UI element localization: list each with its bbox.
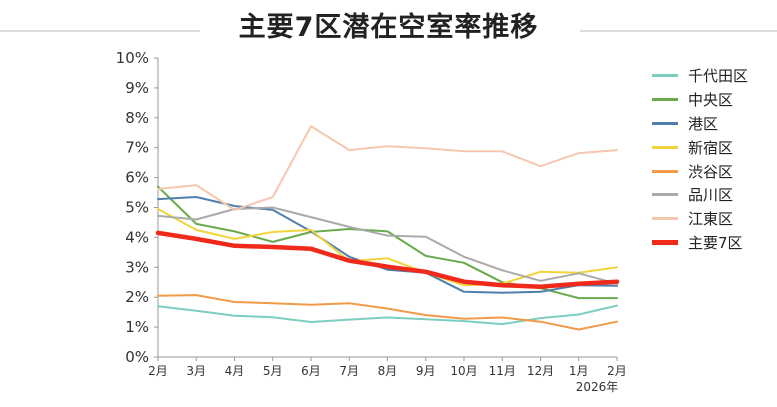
x-tick-label: 2月 — [607, 364, 627, 378]
legend-item: 中央区 — [652, 88, 748, 112]
y-tick-label: 1% — [125, 318, 149, 336]
x-tick-label: 7月 — [339, 364, 359, 378]
title-rule-right — [580, 30, 777, 32]
chart-title-text: 主要7区潜在空室率推移 — [220, 12, 557, 43]
legend-item: 千代田区 — [652, 64, 748, 88]
series-line — [157, 294, 618, 331]
legend-item: 主要7区 — [652, 231, 748, 255]
legend-item: 江東区 — [652, 207, 748, 231]
legend-label: 千代田区 — [688, 67, 749, 86]
x-tick-label: 5月 — [263, 364, 283, 378]
legend-item: 新宿区 — [652, 135, 748, 159]
y-tick-label: 6% — [125, 169, 149, 187]
series-line — [155, 230, 620, 289]
series-line — [157, 304, 618, 326]
y-tick-label: 0% — [125, 348, 149, 366]
x-year-note: 2026年 — [576, 380, 619, 394]
x-tick-label: 12月 — [527, 364, 554, 378]
title-rule-left — [0, 30, 200, 32]
x-tick-label: 10月 — [450, 364, 477, 378]
y-tick-label: 2% — [125, 288, 149, 306]
legend: 千代田区中央区港区新宿区渋谷区品川区江東区主要7区 — [652, 64, 748, 254]
y-tick-label: 9% — [125, 79, 149, 97]
legend-swatch — [652, 193, 678, 197]
legend-swatch — [652, 121, 678, 125]
legend-swatch — [652, 145, 678, 149]
legend-label: 新宿区 — [688, 138, 734, 157]
legend-item: 港区 — [652, 112, 748, 136]
y-tick-label: 10% — [116, 49, 149, 67]
legend-label: 江東区 — [688, 210, 734, 229]
y-tick-label: 5% — [125, 199, 149, 217]
x-tick-label: 6月 — [301, 364, 321, 378]
legend-swatch — [652, 98, 678, 102]
x-tick-label: 1月 — [569, 364, 589, 378]
legend-swatch — [652, 169, 678, 173]
x-tick-label: 11月 — [489, 364, 516, 378]
series-line — [157, 125, 618, 211]
legend-swatch — [652, 217, 678, 221]
legend-swatch — [652, 239, 678, 245]
legend-label: 主要7区 — [688, 233, 743, 252]
x-tick-label: 8月 — [378, 364, 398, 378]
x-tick-label: 4月 — [225, 364, 245, 378]
series-line — [157, 208, 618, 287]
legend-label: 品川区 — [688, 186, 734, 205]
chart-title-area: 主要7区潜在空室率推移 — [0, 8, 777, 48]
legend-label: 港区 — [688, 114, 719, 133]
y-tick-label: 7% — [125, 139, 149, 157]
legend-swatch — [652, 74, 678, 78]
y-tick-label: 4% — [125, 228, 149, 246]
x-tick-label: 9月 — [416, 364, 436, 378]
legend-label: 渋谷区 — [688, 162, 734, 181]
y-tick-label: 3% — [125, 258, 149, 276]
legend-item: 品川区 — [652, 183, 748, 207]
x-tick-label: 3月 — [186, 364, 206, 378]
chart-title: 主要7区潜在空室率推移 — [0, 8, 777, 48]
y-tick-label: 8% — [125, 109, 149, 127]
legend-label: 中央区 — [688, 91, 734, 110]
legend-item: 渋谷区 — [652, 159, 748, 183]
series-line — [157, 196, 618, 294]
x-tick-label: 2月 — [148, 364, 168, 378]
